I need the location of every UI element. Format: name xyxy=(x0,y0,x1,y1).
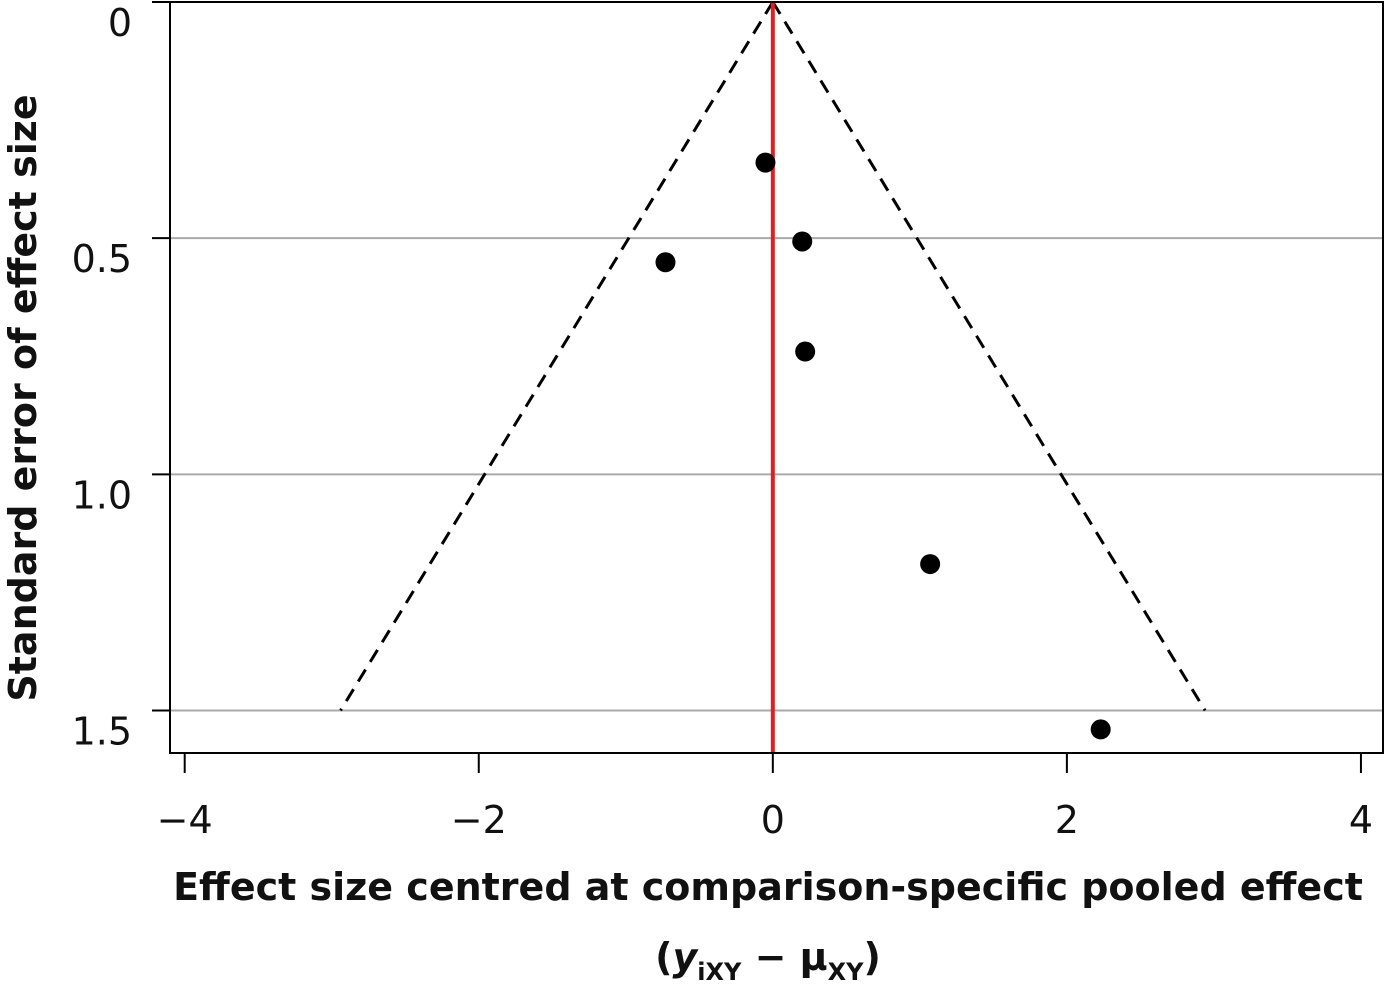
formula-y-subscript: iXY xyxy=(697,958,742,986)
formula-minus: − xyxy=(741,935,799,979)
gridlines xyxy=(170,1,1383,712)
x-tick-label: −2 xyxy=(451,798,507,842)
y-tick-label: 0 xyxy=(108,1,132,45)
formula-close-paren: ) xyxy=(864,935,881,979)
formula-mu: μ xyxy=(800,935,828,979)
funnel-lines xyxy=(339,1,1207,712)
x-tick-label: 4 xyxy=(1349,798,1373,842)
formula-y: y xyxy=(672,935,699,979)
plot-frame xyxy=(169,1,1384,754)
x-axis-formula: (yiXY − μXY) xyxy=(655,935,881,986)
y-axis-ticks: 0 0.5 1.0 1.5 xyxy=(72,1,170,753)
data-points xyxy=(655,152,1111,740)
formula-mu-subscript: XY xyxy=(828,958,865,986)
y-tick-label: 1.0 xyxy=(72,473,132,517)
data-point xyxy=(920,554,941,575)
x-axis-ticks: −4 −2 0 2 4 xyxy=(157,753,1373,842)
y-tick-label: 1.5 xyxy=(72,709,132,753)
funnel-left-line xyxy=(339,1,775,712)
x-tick-label: 0 xyxy=(761,798,785,842)
data-point xyxy=(1090,719,1111,740)
x-tick-label: 2 xyxy=(1055,798,1079,842)
data-point xyxy=(792,231,813,252)
y-tick-label: 0.5 xyxy=(72,237,132,281)
data-point xyxy=(755,152,776,173)
data-point xyxy=(795,341,816,362)
x-tick-label: −4 xyxy=(157,798,213,842)
funnel-right-line xyxy=(771,1,1207,712)
data-point xyxy=(655,252,676,273)
formula-open-paren: ( xyxy=(655,935,672,979)
x-axis-title: Effect size centred at comparison-specif… xyxy=(173,865,1363,909)
y-axis-title: Standard error of effect size xyxy=(1,94,45,701)
